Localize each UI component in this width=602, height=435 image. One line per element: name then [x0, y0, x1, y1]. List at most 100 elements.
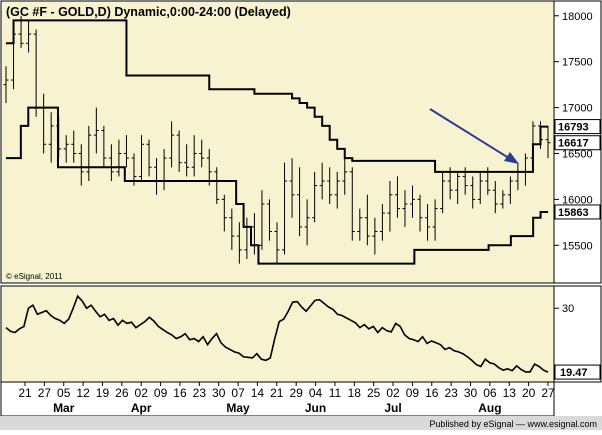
price-bar — [71, 130, 77, 163]
channel-bands-layer — [6, 19, 548, 265]
month-label: Jul — [384, 401, 401, 415]
date-tick-label: 06 — [483, 386, 497, 400]
price-tick-label: 18000 — [562, 11, 593, 23]
price-bar — [289, 158, 295, 218]
date-axis — [0, 381, 555, 417]
date-tick-label: 21 — [18, 386, 32, 400]
date-tick-label: 21 — [270, 386, 284, 400]
price-bar — [146, 139, 152, 177]
date-tick-label: 23 — [444, 386, 458, 400]
price-bar — [492, 181, 498, 214]
price-bar — [312, 171, 318, 223]
price-bar — [410, 185, 415, 218]
price-bar — [417, 194, 423, 232]
date-tick-label: 05 — [57, 386, 71, 400]
price-bar — [545, 125, 551, 159]
svg-text:16617: 16617 — [558, 138, 589, 150]
price-tick-label: 16000 — [562, 194, 593, 206]
date-tick-label: 04 — [309, 386, 323, 400]
price-tick-label: 17000 — [562, 103, 593, 115]
date-tick-label: 11 — [329, 386, 342, 400]
axis-labels-layer: 15500 16000 16500 17000 17500 18000 16793 16617… — [18, 11, 601, 415]
price-bar — [304, 199, 310, 246]
date-tick-label: 02 — [135, 386, 149, 400]
date-tick-label: 25 — [367, 386, 381, 400]
date-tick-label: 09 — [154, 386, 168, 400]
chart-title: (GC #F - GOLD,D) Dynamic,0:00-24:00 (Del… — [6, 5, 291, 19]
month-label: Aug — [478, 401, 501, 415]
price-bar — [455, 171, 461, 204]
price-flag: 16793 — [554, 119, 601, 135]
price-bar — [26, 20, 32, 53]
indicator-layer — [5, 294, 549, 373]
price-bar — [507, 176, 513, 204]
price-bar — [432, 199, 438, 241]
price-bar — [319, 162, 325, 200]
price-tick-label: 16500 — [562, 148, 593, 160]
price-bar — [364, 194, 370, 246]
price-bar — [387, 181, 393, 232]
price-bar — [184, 144, 190, 177]
price-bar — [402, 190, 408, 227]
price-bar — [169, 121, 175, 168]
price-bar — [342, 158, 348, 195]
price-bar — [116, 139, 122, 177]
date-tick-label: 14 — [251, 386, 265, 400]
price-bar — [470, 176, 476, 209]
footer-bar — [0, 416, 602, 430]
price-bar — [282, 162, 288, 255]
price-bar — [221, 194, 227, 232]
price-bar — [93, 107, 99, 154]
indicator-line — [5, 294, 549, 373]
date-tick-label: 12 — [76, 386, 90, 400]
indicator-panel[interactable] — [0, 285, 555, 383]
month-label: May — [226, 401, 250, 415]
price-bar — [199, 139, 205, 168]
price-tick-label: 15500 — [562, 240, 593, 252]
date-tick-label: 18 — [348, 386, 362, 400]
month-label: Mar — [53, 401, 75, 415]
price-bar — [101, 125, 107, 168]
price-bar — [78, 144, 84, 186]
indicator-value-flag: 19.47 — [554, 364, 601, 380]
date-tick-label: 30 — [464, 386, 478, 400]
date-tick-label: 16 — [173, 386, 187, 400]
price-bar — [440, 171, 446, 214]
price-bar — [191, 135, 197, 177]
price-bar — [327, 167, 333, 204]
price-bar — [236, 222, 242, 264]
price-bar — [214, 167, 220, 204]
price-bar — [372, 217, 378, 255]
month-label: Jun — [305, 401, 326, 415]
price-bar — [394, 176, 400, 218]
svg-text:15863: 15863 — [558, 207, 589, 219]
date-tick-label: 27 — [541, 386, 555, 400]
date-tick-label: 30 — [212, 386, 226, 400]
price-bar — [334, 171, 340, 209]
price-bar — [500, 190, 506, 209]
price-bar — [266, 199, 272, 241]
lower-band-line — [6, 106, 548, 265]
upper-band-line — [6, 19, 548, 173]
price-bar — [477, 171, 483, 204]
price-bar — [3, 66, 9, 103]
price-bar — [63, 135, 69, 163]
footer-text: Published by eSignal — www.esignal.com — [429, 419, 597, 429]
price-bar — [425, 203, 431, 241]
price-bar — [274, 222, 280, 264]
price-bar — [206, 148, 212, 186]
price-bar — [379, 203, 385, 241]
price-bar — [259, 190, 265, 250]
date-tick-label: 26 — [115, 386, 129, 400]
annotation-arrow — [429, 108, 519, 164]
date-tick-label: 07 — [231, 386, 245, 400]
price-bar — [48, 112, 54, 163]
date-tick-label: 19 — [96, 386, 110, 400]
price-bar — [357, 208, 363, 241]
date-tick-label: 13 — [503, 386, 517, 400]
date-tick-label: 23 — [193, 386, 207, 400]
price-bar — [123, 135, 129, 168]
price-flag: 15863 — [554, 204, 601, 220]
date-tick-label: 16 — [425, 386, 439, 400]
price-bar — [229, 208, 235, 250]
